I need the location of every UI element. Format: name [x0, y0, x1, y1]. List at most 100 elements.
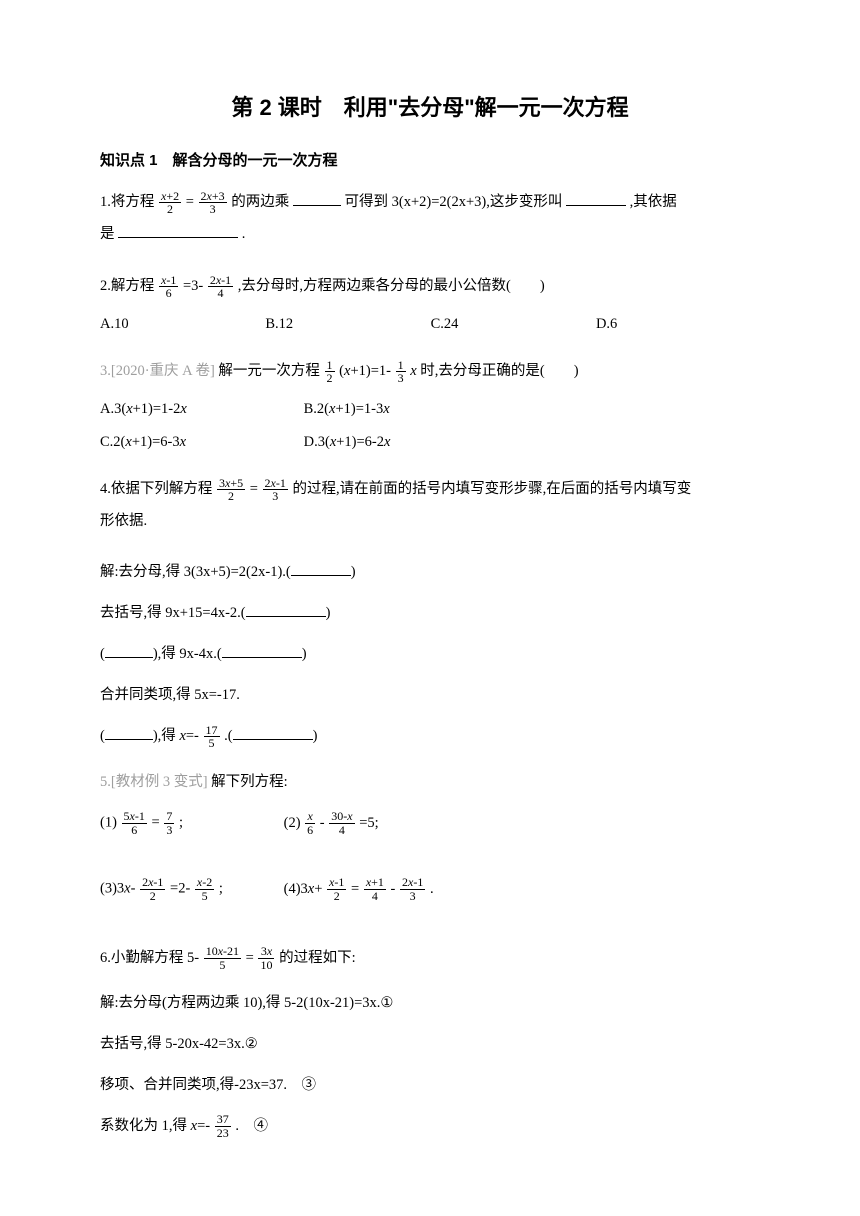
q5-p3-frac2: x-25 [195, 876, 214, 902]
q4-s2-text: 去括号,得 9x+15=4x-2.( [100, 605, 246, 621]
question-1: 1.将方程 x+22 = 2x+33 的两边乘 可得到 3(x+2)=2(2x+… [100, 187, 760, 251]
q4-s5-blank2[interactable] [233, 739, 313, 740]
q5-row1: (1) 5x-16 = 73 ; (2) x6 - 30-x4 =5; [100, 810, 760, 836]
q1-end: . [242, 226, 246, 242]
q1-blank3[interactable] [118, 237, 238, 238]
q5-p3-pre: (3)3x- [100, 881, 135, 897]
q3-opt-c[interactable]: C.2(x+1)=6-3x [100, 431, 300, 454]
q4-frac3: 175 [204, 724, 220, 750]
q5-p2: (2) x6 - 30-x4 =5; [284, 815, 379, 831]
q5-p4-mid: = [351, 881, 359, 897]
q6-frac2: 3x10 [258, 945, 274, 971]
q5-head: 解下列方程: [211, 774, 288, 790]
q5-p4-frac1: x-12 [327, 876, 346, 902]
q4-tail: 的过程,请在前面的括号内填写变形步骤,在后面的括号内填写变 [293, 481, 692, 497]
q4-s3-close: ) [302, 646, 307, 662]
q5-p4-frac2: x+14 [364, 876, 386, 902]
q4-s1-close: ) [351, 564, 356, 580]
q4-s3-mid: ),得 9x-4x.( [153, 646, 222, 662]
q5-p2-frac2: 30-x4 [329, 810, 354, 836]
q6-step2: 去括号,得 5-20x-42=3x.② [100, 1030, 760, 1059]
q6-pre: 6.小勤解方程 5- [100, 950, 199, 966]
q4-step4: 合并同类项,得 5x=-17. [100, 681, 760, 710]
q4-s2-blank[interactable] [246, 616, 326, 617]
q4-s2-close: ) [326, 605, 331, 621]
knowledge-point-heading: 知识点 1 解含分母的一元一次方程 [100, 149, 760, 173]
q1-mid3: ,其依据 [630, 194, 677, 210]
q5-p1-pre: (1) [100, 815, 117, 831]
q4-line2: 形依据. [100, 513, 147, 529]
q5-p1-end: ; [179, 815, 183, 831]
q4-s3-blank2[interactable] [222, 657, 302, 658]
q6-s4a: 系数化为 1,得 x=- [100, 1118, 210, 1134]
q4-s3-blank1[interactable] [105, 657, 153, 658]
q5-p2-mid: - [320, 815, 325, 831]
q5-p1: (1) 5x-16 = 73 ; [100, 810, 280, 836]
q5-p3-mid: =2- [170, 881, 190, 897]
q1-mid1: 的两边乘 [231, 194, 289, 210]
q6-mid: = [246, 950, 254, 966]
q2-frac1: x-16 [159, 274, 178, 300]
q5-p2-end: =5; [359, 815, 378, 831]
q5-p4-end: . [430, 881, 434, 897]
q2-mid1: =3- [183, 278, 203, 294]
q4-s3-open: ( [100, 646, 105, 662]
q3-frac2: 13 [396, 359, 406, 385]
q5-p3-frac1: 2x-12 [140, 876, 165, 902]
q2-pre: 2.解方程 [100, 278, 154, 294]
q1-frac2: 2x+33 [199, 190, 227, 216]
q4-s5-open: ( [100, 728, 105, 744]
q2-frac2: 2x-14 [208, 274, 233, 300]
q4-frac2: 2x-13 [263, 477, 288, 503]
q5-p4: (4)3x+ x-12 = x+14 - 2x-13 . [284, 881, 434, 897]
q5-row2: (3)3x- 2x-12 =2- x-25 ; (4)3x+ x-12 = x+… [100, 876, 760, 902]
q3-opt-b[interactable]: B.2(x+1)=1-3x [304, 398, 390, 421]
question-4: 4.依据下列解方程 3x+52 = 2x-13 的过程,请在前面的括号内填写变形… [100, 474, 760, 538]
q2-opt-a[interactable]: A.10 [100, 313, 262, 336]
q2-opt-c[interactable]: C.24 [431, 313, 593, 336]
q2-tail: ,去分母时,方程两边乘各分母的最小公倍数( ) [238, 278, 545, 294]
question-6: 6.小勤解方程 5- 10x-215 = 3x10 的过程如下: [100, 943, 760, 975]
q3-frac1: 12 [325, 359, 335, 385]
q5-p3: (3)3x- 2x-12 =2- x-25 ; [100, 876, 280, 902]
q4-step2: 去括号,得 9x+15=4x-2.() [100, 599, 760, 628]
q6-step1: 解:去分母(方程两边乘 10),得 5-2(10x-21)=3x.① [100, 989, 760, 1018]
q3-part2: (x+1)=1- [339, 363, 391, 379]
q6-step3: 移项、合并同类项,得-23x=37. ③ [100, 1071, 760, 1100]
q4-s5-close: ) [313, 728, 318, 744]
q3-options-row1: A.3(x+1)=1-2x B.2(x+1)=1-3x [100, 398, 760, 421]
q5-p4-mid2: - [391, 881, 396, 897]
question-3: 3.[2020·重庆 A 卷] 解一元一次方程 12 (x+1)=1- 13 x… [100, 356, 760, 388]
q5-p2-frac1: x6 [305, 810, 315, 836]
q1-pre: 1.将方程 [100, 194, 154, 210]
q3-source: 3.[2020·重庆 A 卷] [100, 363, 215, 379]
q2-opt-d[interactable]: D.6 [596, 313, 758, 336]
q1-blank2[interactable] [566, 205, 626, 206]
q5-source: 5.[教材例 3 变式] [100, 774, 208, 790]
q4-s5-mid: ),得 x=- [153, 728, 199, 744]
q4-s5-mid2: .( [224, 728, 232, 744]
q2-options: A.10 B.12 C.24 D.6 [100, 313, 760, 336]
q6-step4: 系数化为 1,得 x=- 3723 . ④ [100, 1112, 760, 1141]
q1-eq: = [186, 194, 194, 210]
q1-mid2: 可得到 3(x+2)=2(2x+3),这步变形叫 [345, 194, 563, 210]
q3-opt-d[interactable]: D.3(x+1)=6-2x [304, 431, 391, 454]
q5-p3-end: ; [219, 881, 223, 897]
q4-pre: 4.依据下列解方程 [100, 481, 212, 497]
q1-blank1[interactable] [293, 205, 341, 206]
q4-s1-blank[interactable] [291, 575, 351, 576]
q4-step3: ( ),得 9x-4x.() [100, 640, 760, 669]
q5-p4-frac3: 2x-13 [400, 876, 425, 902]
q5-p1-mid: = [152, 815, 160, 831]
q2-opt-b[interactable]: B.12 [265, 313, 427, 336]
q4-step5: ( ),得 x=- 175 .() [100, 722, 760, 751]
q6-frac3: 3723 [215, 1113, 231, 1139]
question-5: 5.[教材例 3 变式] 解下列方程: [100, 771, 760, 794]
q5-p4-pre: (4)3x+ [284, 881, 323, 897]
q4-s5-blank1[interactable] [105, 739, 153, 740]
question-2: 2.解方程 x-16 =3- 2x-14 ,去分母时,方程两边乘各分母的最小公倍… [100, 271, 760, 303]
q3-options-row2: C.2(x+1)=6-3x D.3(x+1)=6-2x [100, 431, 760, 454]
q1-frac1: x+22 [159, 190, 181, 216]
q4-step1: 解:去分母,得 3(3x+5)=2(2x-1).() [100, 558, 760, 587]
q3-opt-a[interactable]: A.3(x+1)=1-2x [100, 398, 300, 421]
